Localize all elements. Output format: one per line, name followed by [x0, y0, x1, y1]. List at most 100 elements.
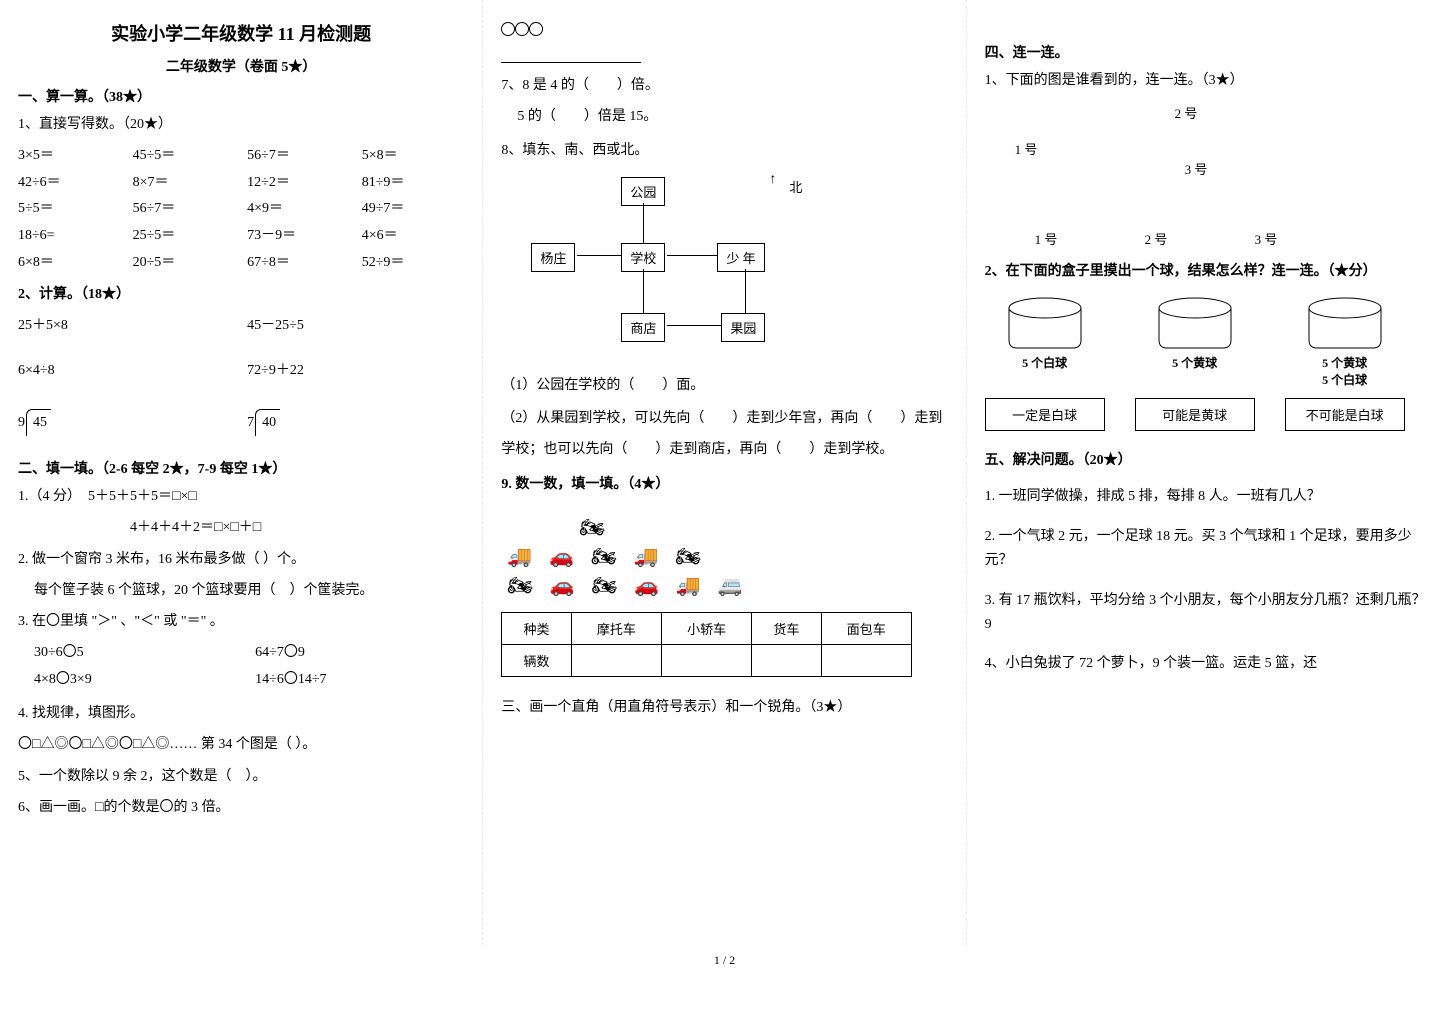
cell: 3×5＝	[18, 143, 121, 170]
q8-sub1: （1）公园在学校的（ ）面。	[501, 373, 947, 398]
bot-label-1: 1 号	[1035, 229, 1058, 248]
cell: 12÷2＝	[247, 170, 350, 197]
q9h: 9. 数一数，填一填。（4★）	[501, 472, 947, 497]
bag-icon	[1000, 294, 1090, 350]
bot-label-2: 2 号	[1145, 229, 1168, 248]
answer-2: 可能是黄球	[1135, 398, 1255, 431]
bag-1: 5 个白球	[985, 294, 1105, 388]
main-title: 实验小学二年级数学 11 月检测题	[18, 20, 464, 46]
north-arrow-icon: ↑	[769, 173, 776, 187]
vehicle-icons: 🏍 🚚 🚗 🏍 🚚 🏍 🏍 🚗 🏍 🚗 🚚 🚐	[501, 505, 947, 604]
q8h: 8、填东、南、西或北。	[501, 138, 947, 163]
vehicle-table: 种类 摩托车 小轿车 货车 面包车 辆数	[501, 612, 912, 677]
th-truck: 货车	[752, 612, 821, 644]
td-blank	[752, 644, 821, 676]
sec1-sub2: 2、计算。（18★）	[18, 282, 464, 307]
map-school: 学校	[621, 243, 665, 272]
q2a: 2. 做一个窗帘 3 米布，16 米布最多做（ ）个。	[18, 547, 464, 572]
answer-1: 一定是白球	[985, 398, 1105, 431]
cell: 81÷9＝	[362, 170, 465, 197]
longdiv-2: 740	[247, 403, 464, 437]
column-3: 四、连一连。 1、下面的图是谁看到的，连一连。（3★） 1 号 2 号 3 号 …	[967, 0, 1449, 945]
cell: 67÷8＝	[247, 250, 350, 277]
q1a: 1.（4 分） 5＋5＋5＋5＝□×□	[18, 484, 464, 509]
q3d: 14÷6〇14÷7	[255, 667, 464, 694]
cell: 25÷5＝	[133, 223, 236, 250]
td-side: 辆数	[502, 644, 571, 676]
q3c: 4×8〇3×9	[34, 667, 243, 694]
longdiv-1: 945	[18, 403, 235, 437]
sub-title: 二年级数学（卷面 5★）	[18, 56, 464, 76]
calc: 6×4÷8	[18, 358, 235, 385]
q4a: 〇□△◎〇□△◎〇□△◎…… 第 34 个图是（ ）。	[18, 732, 464, 757]
cell: 4×9＝	[247, 196, 350, 223]
arith-grid: 3×5＝ 45÷5＝ 56÷7＝ 5×8＝ 42÷6＝ 8×7＝ 12÷2＝ 8…	[18, 143, 464, 276]
map-park: 公园	[621, 177, 665, 206]
sec5-heading: 五、解决问题。（20★）	[985, 449, 1431, 469]
answer-boxes-row: 一定是白球 可能是黄球 不可能是白球	[985, 398, 1431, 431]
q4h: 4. 找规律，填图形。	[18, 701, 464, 726]
map-orchard: 果园	[721, 313, 765, 342]
calc: 72÷9＋22	[247, 358, 464, 385]
cell: 73－9＝	[247, 223, 350, 250]
cell: 18÷6=	[18, 223, 121, 250]
direction-map: ↑ 北 公园 杨庄 学校 少 年 商店 果园	[531, 173, 811, 363]
veh-row2: 🚚 🚗 🏍 🚚 🏍	[507, 544, 941, 569]
bag-2-caption: 5 个黄球	[1135, 354, 1255, 371]
cell: 42÷6＝	[18, 170, 121, 197]
bag-icon	[1300, 294, 1390, 350]
bot-label-3: 3 号	[1255, 229, 1278, 248]
column-2: 7、8 是 4 的（ ）倍。 5 的（ ）倍是 15。 8、填东、南、西或北。 …	[483, 0, 966, 945]
ball-bags-row: 5 个白球 5 个黄球 5 个黄球 5 个白球	[985, 294, 1431, 388]
veh-row1: 🏍	[507, 511, 941, 540]
bag-icon	[1150, 294, 1240, 350]
bag-2: 5 个黄球	[1135, 294, 1255, 388]
cell: 4×6＝	[362, 223, 465, 250]
th-moto: 摩托车	[571, 612, 661, 644]
sec1-heading: 一、算一算。（38★）	[18, 86, 464, 106]
sec2-heading: 二、填一填。（2-6 每空 2★，7-9 每空 1★）	[18, 458, 464, 478]
answer-blank-line	[501, 49, 641, 63]
page: 实验小学二年级数学 11 月检测题 二年级数学（卷面 5★） 一、算一算。（38…	[0, 0, 1449, 945]
td-blank	[821, 644, 911, 676]
q7b: 5 的（ ）倍是 15。	[501, 104, 947, 129]
view-match-diagram: 1 号 2 号 3 号 1 号 2 号 3 号	[985, 99, 1431, 259]
top-label-3: 3 号	[1185, 159, 1208, 178]
bag-1-caption: 5 个白球	[985, 354, 1105, 371]
cell: 56÷7＝	[133, 196, 236, 223]
map-youth: 少 年	[717, 243, 764, 272]
wp-2: 2. 一个气球 2 元，一个足球 18 元。买 3 个气球和 1 个足球，要用多…	[985, 525, 1431, 573]
cell: 49÷7＝	[362, 196, 465, 223]
bag-3-caption: 5 个黄球 5 个白球	[1285, 354, 1405, 388]
wp-4: 4、小白兔拔了 72 个萝卜，9 个装一篮。运走 5 篮，还	[985, 652, 1431, 676]
q6: 6、画一画。□的个数是〇的 3 倍。	[18, 795, 464, 820]
q5: 5、一个数除以 9 余 2，这个数是（ ）。	[18, 764, 464, 789]
map-yangzhuang: 杨庄	[531, 243, 575, 272]
q1b: 4＋4＋4＋2＝□×□＋□	[18, 515, 464, 540]
answer-3: 不可能是白球	[1285, 398, 1405, 431]
td-blank	[661, 644, 751, 676]
bag-3: 5 个黄球 5 个白球	[1285, 294, 1405, 388]
veh-row3: 🏍 🚗 🏍 🚗 🚚 🚐	[507, 573, 941, 598]
cell: 8×7＝	[133, 170, 236, 197]
td-blank	[571, 644, 661, 676]
page-footer: 1 / 2	[0, 945, 1449, 968]
top-label-1: 1 号	[1015, 139, 1038, 158]
cell: 5×8＝	[362, 143, 465, 170]
map-shop: 商店	[621, 313, 665, 342]
sec1-sub1: 1、直接写得数。（20★）	[18, 112, 464, 137]
cell: 5÷5＝	[18, 196, 121, 223]
north-label: 北	[789, 177, 802, 196]
th-car: 小轿车	[661, 612, 751, 644]
q7a: 7、8 是 4 的（ ）倍。	[501, 73, 947, 98]
given-circles	[501, 20, 947, 38]
calc: 45－25÷5	[247, 313, 464, 340]
sec4-q1h: 1、下面的图是谁看到的，连一连。（3★）	[985, 68, 1431, 93]
q8-sub2: （2）从果园到学校，可以先向（ ）走到少年宫，再向（ ）走到学校；也可以先向（ …	[501, 404, 947, 466]
th-kind: 种类	[502, 612, 571, 644]
wp-3: 3. 有 17 瓶饮料，平均分给 3 个小朋友，每个小朋友分几瓶？还剩几瓶？9	[985, 589, 1431, 637]
sec3-heading: 三、画一个直角（用直角符号表示）和一个锐角。（3★）	[501, 695, 947, 720]
th-van: 面包车	[821, 612, 911, 644]
sec4-q2h: 2、在下面的盒子里摸出一个球，结果怎么样？连一连。（★分）	[985, 259, 1431, 284]
calc: 25＋5×8	[18, 313, 235, 340]
